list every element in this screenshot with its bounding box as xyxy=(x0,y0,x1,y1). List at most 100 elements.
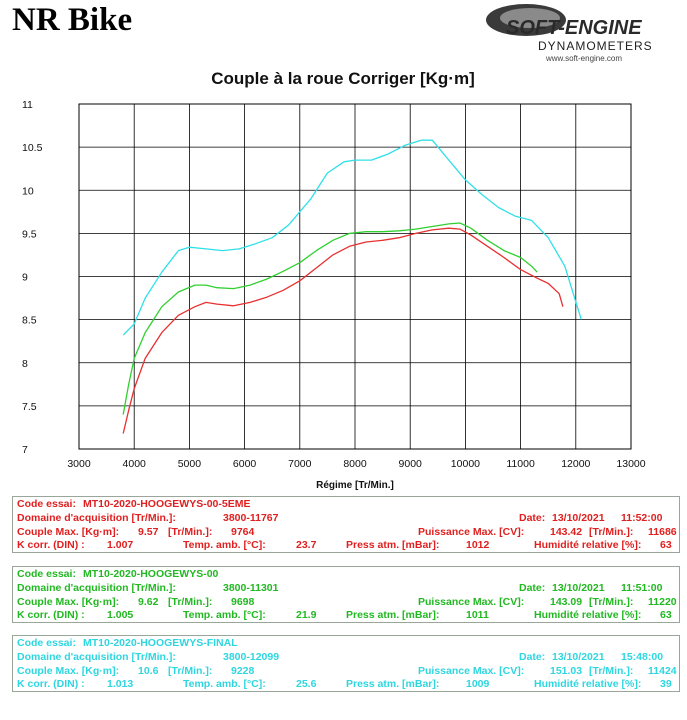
info-couple-rpm-label: [Tr/Min.]: xyxy=(168,525,213,538)
info-row: Couple Max. [Kg·m]: 9.57 [Tr/Min.]: 9764 Pui… xyxy=(13,525,679,539)
series-line-2 xyxy=(122,222,538,415)
info-press-label: Press atm. [mBar]: xyxy=(346,609,440,622)
info-puissance-rpm: 11424 xyxy=(648,664,677,677)
info-temp-label: Temp. amb. [°C]: xyxy=(183,609,266,622)
info-kcorr-label: K corr. (DIN) : xyxy=(17,609,85,622)
info-domain: 3800-11767 xyxy=(223,511,279,524)
info-puissance: 151.03 xyxy=(550,664,583,677)
info-row: Code essai: MT10-2020-HOOGEWYS-FINAL xyxy=(13,636,679,650)
info-hum-label: Humidité relative [%]: xyxy=(534,539,642,552)
info-hum-label: Humidité relative [%]: xyxy=(534,609,642,622)
info-domain-label: Domaine d'acquisition [Tr/Min.]: xyxy=(17,511,176,524)
info-row: K corr. (DIN) : 1.013 Temp. amb. [°C]: 25.6… xyxy=(13,677,679,691)
info-temp: 23.7 xyxy=(296,539,317,552)
info-puissance-rpm: 11686 xyxy=(648,525,677,538)
y-tick-label: 10.5 xyxy=(22,142,43,154)
info-couple-label: Couple Max. [Kg·m]: xyxy=(17,664,120,677)
info-puissance-label: Puissance Max. [CV]: xyxy=(418,595,525,608)
soft-engine-logo: SOFT-ENGINE DYNAMOMETERS www.soft-engine… xyxy=(486,4,653,63)
x-tick-label: 7000 xyxy=(288,458,312,470)
info-row: K corr. (DIN) : 1.005 Temp. amb. [°C]: 21.9… xyxy=(13,608,679,622)
info-code: MT10-2020-HOOGEWYS-00-5EME xyxy=(83,498,251,510)
info-date: 13/10/2021 xyxy=(552,511,605,524)
y-tick-label: 7.5 xyxy=(22,401,37,413)
info-kcorr-label: K corr. (DIN) : xyxy=(17,539,85,552)
series-line-1 xyxy=(122,227,564,434)
info-couple: 9.57 xyxy=(138,525,159,538)
y-tick-label: 9 xyxy=(22,272,28,284)
info-temp-label: Temp. amb. [°C]: xyxy=(183,539,266,552)
info-couple-rpm: 9764 xyxy=(231,525,255,538)
info-domain-label: Domaine d'acquisition [Tr/Min.]: xyxy=(17,650,176,663)
info-row: K corr. (DIN) : 1.007 Temp. amb. [°C]: 23.7… xyxy=(13,538,679,552)
info-puissance-label: Puissance Max. [CV]: xyxy=(418,664,525,677)
info-row: Code essai: MT10-2020-HOOGEWYS-00 xyxy=(13,567,679,581)
logo-url: www.soft-engine.com xyxy=(545,54,622,63)
info-hum: 39 xyxy=(660,678,672,691)
info-domain: 3800-12099 xyxy=(223,650,280,663)
y-tick-label: 11 xyxy=(22,99,33,111)
y-tick-label: 7 xyxy=(22,444,28,456)
info-press: 1009 xyxy=(466,678,490,691)
x-tick-label: 12000 xyxy=(561,458,590,470)
info-row: Domaine d'acquisition [Tr/Min.]: 3800-117… xyxy=(13,511,679,525)
info-date: 13/10/2021 xyxy=(552,581,605,594)
info-kcorr: 1.013 xyxy=(107,678,134,691)
info-puissance: 143.09 xyxy=(550,595,583,608)
info-row: Code essai: MT10-2020-HOOGEWYS-00-5EME xyxy=(13,497,679,511)
info-date: 13/10/2021 xyxy=(552,650,605,663)
test-info-panel: Code essai: MT10-2020-HOOGEWYS-00-5EME Dom… xyxy=(12,496,680,554)
info-hum: 63 xyxy=(660,539,672,552)
info-press-label: Press atm. [mBar]: xyxy=(346,539,440,552)
info-press: 1012 xyxy=(466,539,490,552)
info-code: MT10-2020-HOOGEWYS-FINAL xyxy=(83,637,238,649)
info-press: 1011 xyxy=(466,609,489,622)
info-domain: 3800-11301 xyxy=(223,581,279,594)
x-tick-label: 10000 xyxy=(451,458,480,470)
info-couple-rpm: 9228 xyxy=(231,664,255,677)
info-domain-label: Domaine d'acquisition [Tr/Min.]: xyxy=(17,581,176,594)
info-kcorr: 1.007 xyxy=(107,539,134,552)
series-group xyxy=(122,139,582,434)
info-kcorr-label: K corr. (DIN) : xyxy=(17,678,85,691)
info-couple: 9.62 xyxy=(138,595,159,608)
info-code-label: Code essai: xyxy=(17,498,76,510)
x-tick-label: 5000 xyxy=(178,458,202,470)
info-couple-rpm-label: [Tr/Min.]: xyxy=(168,595,213,608)
info-hum-label: Humidité relative [%]: xyxy=(534,678,642,691)
series-line-3 xyxy=(122,139,582,336)
x-tick-label: 13000 xyxy=(616,458,645,470)
logo-line2: DYNAMOMETERS xyxy=(538,39,653,53)
info-row: Couple Max. [Kg·m]: 9.62 [Tr/Min.]: 9698 Pui… xyxy=(13,595,679,609)
info-row: Couple Max. [Kg·m]: 10.6 [Tr/Min.]: 9228 Pui… xyxy=(13,664,679,678)
test-info-panel: Code essai: MT10-2020-HOOGEWYS-00 Domaine … xyxy=(12,566,680,624)
page-title: NR Bike xyxy=(12,2,133,38)
x-tick-label: 11000 xyxy=(506,458,535,470)
info-puissance-label: Puissance Max. [CV]: xyxy=(418,525,525,538)
info-couple-label: Couple Max. [Kg·m]: xyxy=(17,595,120,608)
y-tick-label: 10 xyxy=(22,185,34,197)
info-puissance-rpm-label: [Tr/Min.]: xyxy=(589,525,634,538)
info-code-label: Code essai: xyxy=(17,568,76,580)
info-puissance-rpm: 11220 xyxy=(648,595,677,608)
info-temp: 21.9 xyxy=(296,609,317,622)
info-code: MT10-2020-HOOGEWYS-00 xyxy=(83,568,219,580)
info-puissance-rpm-label: [Tr/Min.]: xyxy=(589,595,634,608)
info-couple-rpm: 9698 xyxy=(231,595,255,608)
info-kcorr: 1.005 xyxy=(107,609,134,622)
info-time: 15:48:00 xyxy=(621,650,664,663)
info-press-label: Press atm. [mBar]: xyxy=(346,678,440,691)
y-tick-label: 8 xyxy=(22,358,28,370)
test-info-panel: Code essai: MT10-2020-HOOGEWYS-FINAL Domai… xyxy=(12,635,680,693)
x-axis-label: Régime [Tr/Min.] xyxy=(316,480,394,491)
info-hum: 63 xyxy=(660,609,672,622)
info-date-label: Date: xyxy=(519,511,546,524)
torque-chart: Couple à la roue Corriger [Kg·m] 3000 400… xyxy=(22,69,646,491)
y-tick-labels: 7 7.5 8 8.5 9 9.5 10 10.5 11 xyxy=(22,99,43,456)
info-puissance-rpm-label: [Tr/Min.]: xyxy=(589,664,634,677)
info-couple: 10.6 xyxy=(138,664,159,677)
info-code-label: Code essai: xyxy=(17,637,76,649)
y-tick-label: 8.5 xyxy=(22,315,37,327)
x-tick-labels: 3000 4000 5000 6000 7000 8000 9000 10000 11000 12… xyxy=(67,458,645,470)
info-couple-label: Couple Max. [Kg·m]: xyxy=(17,525,120,538)
